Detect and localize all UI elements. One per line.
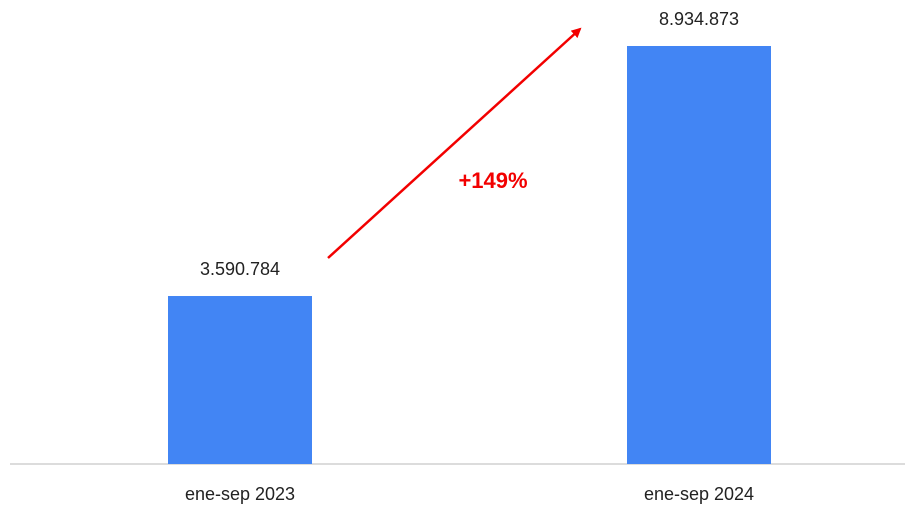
bar (168, 296, 312, 464)
x-tick-label: ene-sep 2023 (185, 484, 295, 504)
bar (627, 46, 771, 464)
growth-arrow (327, 27, 582, 259)
x-tick-label: ene-sep 2024 (644, 484, 754, 504)
value-label: 3.590.784 (200, 259, 280, 279)
growth-annotation: +149% (458, 168, 527, 193)
value-label: 8.934.873 (659, 9, 739, 29)
